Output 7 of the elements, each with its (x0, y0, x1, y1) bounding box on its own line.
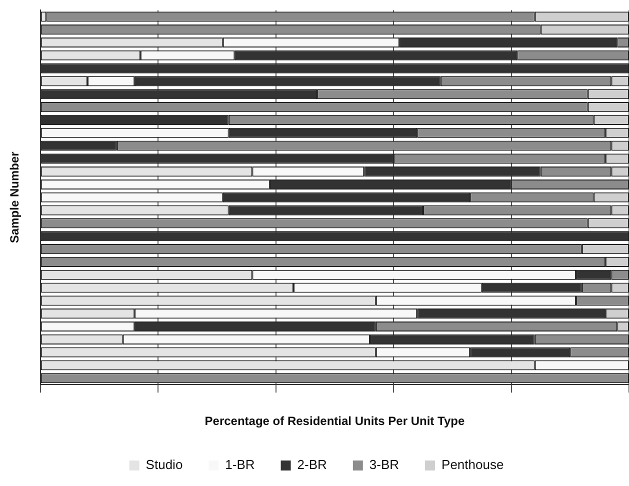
legend-label: 2-BR (297, 457, 327, 472)
x-axis-title: Percentage of Residential Units Per Unit Type (204, 414, 465, 428)
y-axis-title: Sample Number (8, 151, 22, 244)
legend-label: Penthouse (442, 457, 504, 472)
legend-label: 3-BR (369, 457, 400, 472)
legend-label: 1-BR (225, 457, 255, 472)
legend-label: Studio (146, 457, 183, 472)
